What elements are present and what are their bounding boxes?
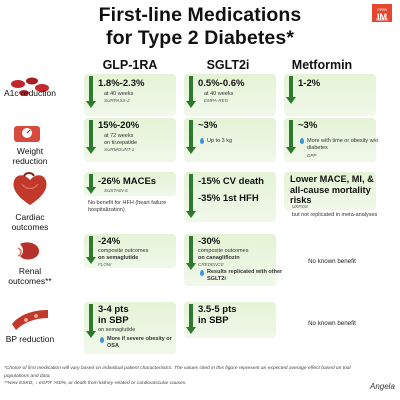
- logo-top-text: OPEN PAGES: [376, 8, 388, 22]
- renal-sglt-sub1: composite outcomes: [198, 248, 249, 254]
- drop-icon: [100, 337, 104, 343]
- weight-glp-trial: SURMOUNT-1: [104, 147, 135, 152]
- down-arrow-icon: [86, 120, 96, 154]
- cardiac-met-trial: UKPDS: [292, 204, 308, 209]
- weight-sglt-panel: [184, 118, 276, 162]
- page-title: First-line Medications for Type 2 Diabet…: [40, 4, 360, 50]
- a1c-glp-trial: SURPASS-2: [104, 98, 130, 103]
- bp-sglt-value2: in SBP: [198, 315, 229, 326]
- drop-icon: [200, 270, 204, 276]
- weight-met-value: ~3%: [298, 120, 318, 131]
- down-arrow-icon: [186, 236, 196, 270]
- row-label-bp: BP reduction: [5, 334, 55, 344]
- down-arrow-icon: [86, 236, 96, 264]
- cardiac-met-note: but not replicated in meta-analyses: [292, 212, 378, 218]
- bp-met-note: No known benefit: [308, 320, 356, 327]
- bp-glp-value1: 3-4 pts: [98, 304, 129, 315]
- down-arrow-icon: [286, 120, 296, 154]
- drop-icon: [300, 138, 304, 144]
- renal-glp-value: -24%: [98, 236, 121, 247]
- a1c-sglt-value: 0.5%-0.6%: [198, 78, 245, 89]
- row-label-renal: Renal outcomes**: [8, 266, 52, 286]
- down-arrow-icon: [86, 304, 96, 338]
- down-arrow-icon: [186, 174, 196, 218]
- a1c-sglt-panel: [184, 74, 276, 116]
- a1c-glp-value: 1.8%-2.3%: [98, 78, 145, 89]
- a1c-sglt-sub: at 40 weeks: [204, 91, 234, 97]
- footnote-2: **New ESKD, ↓ eGFR >50%, or death from k…: [4, 381, 187, 386]
- cardiac-glp-panel: [84, 172, 176, 196]
- footnotes: *Choice of first medication will vary ba…: [4, 365, 354, 388]
- heart-icon: [13, 172, 47, 205]
- cardiac-met-value: Lower MACE, MI, & all-cause mortality ri…: [290, 174, 374, 205]
- down-arrow-icon: [86, 174, 96, 194]
- a1c-met-value: 1-2%: [298, 78, 321, 89]
- weight-met-panel: [284, 118, 376, 162]
- weight-sglt-drop: Up to 3 kg: [207, 138, 233, 144]
- renal-glp-sub2: on semaglutide: [98, 255, 139, 261]
- a1c-glp-sub: at 40 weeks: [104, 91, 134, 97]
- kidney-icon: [17, 242, 40, 260]
- renal-glp-panel: [84, 234, 176, 268]
- bp-glp-value2: in SBP: [98, 315, 129, 326]
- bp-sglt-value1: 3.5-5 pts: [198, 304, 237, 315]
- weight-met-trial: DPP: [307, 153, 317, 158]
- renal-met-note: No known benefit: [308, 258, 356, 265]
- a1c-sglt-trial: EMPA-REG: [204, 98, 229, 103]
- cardiac-sglt-value2: -35% 1st HFH: [198, 193, 259, 204]
- footnote-1: *Choice of first medication will vary ba…: [4, 366, 351, 379]
- row-label-weight: Weight reduction: [12, 146, 48, 166]
- renal-sglt-panel: [184, 234, 276, 286]
- down-arrow-icon: [86, 76, 96, 108]
- renal-glp-trial: FLOW: [98, 262, 112, 267]
- weight-met-drop: More with time or obesity w/o diabetes: [307, 138, 379, 151]
- cardiac-glp-trial: SUSTAIN-6: [104, 188, 128, 193]
- cardiac-glp-note: No benefit for HFH (heart failure hospit…: [88, 200, 167, 213]
- renal-sglt-sub2: on canagliflozin: [198, 255, 240, 261]
- cardiac-met-panel: [284, 172, 376, 210]
- renal-sglt-drop: Results replicated with other SGLT2i: [207, 269, 283, 282]
- signature: Angela: [370, 382, 395, 391]
- title-line-1: First-line Medications: [98, 4, 302, 26]
- down-arrow-icon: [186, 76, 196, 108]
- logo-text: IM: [377, 12, 387, 22]
- weight-glp-sub1: at 72 weeks: [104, 133, 134, 139]
- blood-drops-icon: [11, 77, 49, 96]
- weight-glp-panel: [84, 118, 176, 162]
- bp-glp-sub: on semaglutide: [98, 327, 136, 333]
- logo: OPEN PAGES IM: [372, 4, 392, 22]
- blood-vessel-icon: [12, 310, 48, 330]
- cardiac-glp-value: -26% MACEs: [98, 176, 157, 187]
- weight-sglt-value: ~3%: [198, 120, 218, 131]
- renal-glp-sub1: composite outcomes: [98, 248, 149, 254]
- column-header-metformin: Metformin: [291, 58, 353, 72]
- drop-icon: [200, 138, 204, 144]
- column-header-sglt2i: SGLT2i: [206, 58, 250, 72]
- weight-glp-sub2: on tirzepatide: [104, 140, 138, 146]
- bp-glp-drop: More if severe obesity or OSA: [107, 336, 172, 349]
- cardiac-sglt-value1: -15% CV death: [198, 176, 264, 187]
- row-label-a1c: A1c reduction: [4, 88, 56, 98]
- scale-icon: [14, 126, 40, 142]
- column-header-glp1ra: GLP-1RA: [102, 58, 158, 72]
- bp-glp-panel: [84, 302, 176, 354]
- a1c-met-panel: [284, 74, 376, 116]
- renal-sglt-value: -30%: [198, 236, 221, 247]
- row-label-cardiac: Cardiac outcomes: [11, 212, 49, 232]
- title-line-2: for Type 2 Diabetes*: [105, 27, 295, 49]
- down-arrow-icon: [186, 120, 196, 154]
- a1c-glp-panel: [84, 74, 176, 116]
- cardiac-sglt-panel: [184, 172, 276, 222]
- down-arrow-icon: [286, 76, 296, 104]
- bp-sglt-panel: [184, 302, 276, 338]
- renal-sglt-trial: CREDENCE: [198, 262, 224, 267]
- down-arrow-icon: [186, 304, 196, 334]
- weight-glp-value: 15%-20%: [98, 120, 140, 131]
